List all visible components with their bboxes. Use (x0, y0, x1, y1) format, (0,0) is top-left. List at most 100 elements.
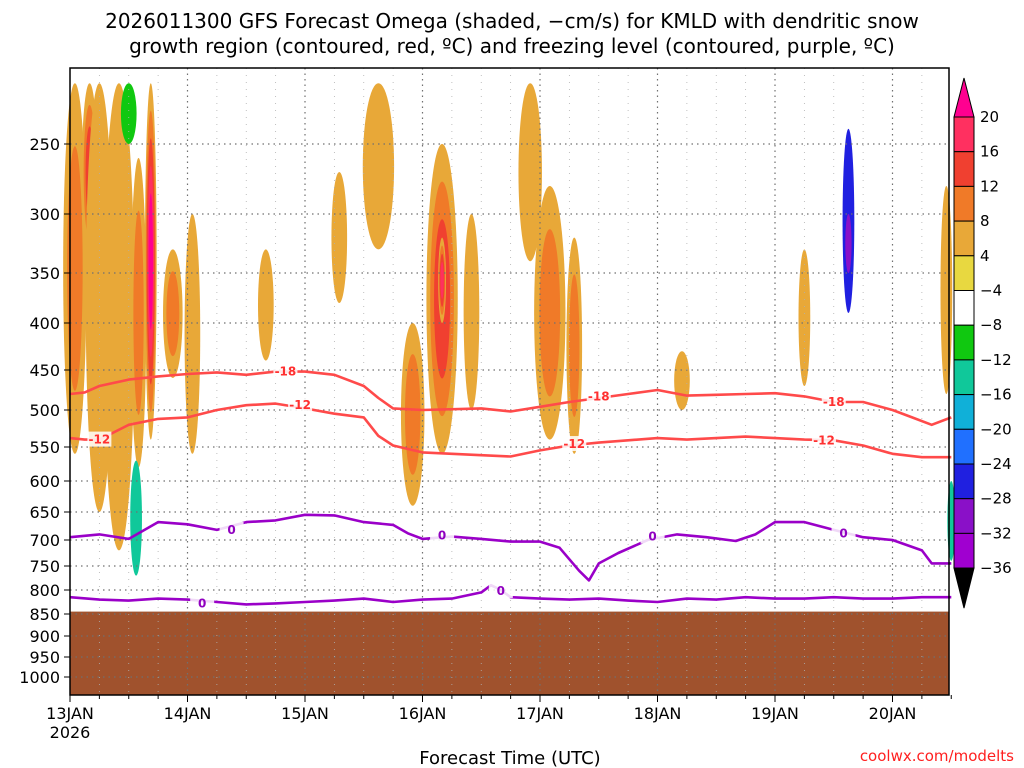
freezing-label-bg (190, 595, 215, 611)
omega-blob-17-level-1 (569, 274, 580, 418)
x-axis: 13JAN 14JAN 15JAN 16JAN 17JAN 18JAN 19JAN 20JAN (46, 695, 952, 723)
freezing-contour-label: 0 (497, 584, 505, 598)
contour-layer: -18 -18 -18 -12 -12 -12 -12 0 0 0 0 0 0 (69, 363, 952, 611)
y-tick-label-550: 550 (29, 438, 60, 457)
colorbar: 20 16 12 8 4 −4 −8 −12 −16 −20 −24 −28 −32 −36 (953, 77, 1012, 609)
omega-blob-9-level-0 (331, 172, 348, 303)
omega-blob-3-level-0 (103, 83, 135, 551)
y-axis: 250 300 350 400 450 500 550 600 650 700 750 800 850 9… (19, 135, 70, 687)
colorbar-segment-3 (953, 220, 975, 257)
colorbar-label-5: −4 (980, 282, 1002, 300)
colorbar-label-7: −12 (980, 351, 1012, 369)
colorbar-label-3: 8 (980, 212, 990, 230)
freezing-contour-label: 0 (839, 526, 847, 540)
colorbar-label-1: 16 (980, 143, 999, 161)
dgz-contour-label: -18 (275, 365, 297, 379)
y-tick-label-900: 900 (29, 627, 60, 646)
dgz-contour-label: -18 (588, 389, 610, 403)
colorbar-segment-11 (953, 498, 975, 534)
dgz-contour-label: -18 (823, 395, 845, 409)
chart-title-line1: 2026011300 GFS Forecast Omega (shaded, −… (105, 9, 919, 33)
x-tick-label-20JAN: 20JAN (869, 704, 917, 723)
omega-blob-19-level-0 (798, 249, 811, 386)
colorbar-label-6: −8 (980, 316, 1002, 334)
dgz-label-bg (562, 436, 587, 452)
omega-blob-10-level-0 (362, 83, 395, 250)
colorbar-segment-6 (953, 324, 975, 361)
dgz-label-bg (811, 432, 836, 448)
dgz-label-bg (821, 394, 846, 409)
y-tick-label-500: 500 (29, 401, 60, 420)
colorbar-top-arrow (953, 77, 975, 118)
freezing-contour-label: 0 (438, 529, 446, 543)
x-tick-label-16JAN: 16JAN (399, 704, 447, 723)
omega-blob-14-level-0 (463, 214, 480, 410)
omega-blob-0-level-1 (67, 146, 83, 391)
omega-blob-6-level-1 (166, 271, 180, 357)
freezing-contour-label: 0 (648, 530, 656, 544)
dgz-label-bg (87, 431, 112, 447)
freezing-label-bg (430, 527, 455, 543)
dgz-label-bg (586, 388, 611, 404)
freezing-label-bg (640, 528, 665, 544)
colorbar-segment-4 (953, 255, 975, 292)
omega-blob-16-level-1 (539, 229, 561, 397)
y-tick-label-1000: 1000 (19, 668, 60, 687)
dgz-contour-label: -12 (813, 433, 835, 447)
colorbar-bottom-arrow (953, 567, 975, 609)
omega-blob-8-level-0 (258, 249, 274, 361)
y-tick-label-350: 350 (29, 264, 60, 283)
dgz-contour-label: -12 (563, 437, 585, 451)
x-tick-label-15JAN: 15JAN (281, 704, 329, 723)
plot-frame (69, 67, 950, 696)
x-year-label: 2026 (50, 723, 91, 742)
colorbar-label-4: 4 (980, 247, 990, 265)
freezing-label-bg (831, 525, 856, 541)
dgz-contour-label: -12 (289, 398, 311, 412)
omega-blob-11-level-1 (404, 354, 421, 475)
colorbar-segment-9 (953, 428, 975, 465)
y-tick-label-650: 650 (29, 503, 60, 522)
ground-fill (70, 611, 949, 695)
x-tick-label-13JAN: 13JAN (46, 704, 94, 723)
omega-blob-20-level-0 (940, 186, 953, 394)
colorbar-label-11: −28 (980, 490, 1012, 508)
colorbar-segment-1 (953, 151, 975, 187)
omega-blob-18-level-0 (674, 351, 690, 410)
colorbar-segment-7 (953, 359, 975, 396)
y-tick-label-250: 250 (29, 135, 60, 154)
dgz-contour-label: -12 (89, 433, 111, 447)
colorbar-label-2: 12 (980, 177, 999, 195)
y-tick-label-850: 850 (29, 605, 60, 624)
neg-omega-blob-1 (130, 460, 142, 576)
y-tick-label-300: 300 (29, 205, 60, 224)
x-tick-label-18JAN: 18JAN (634, 704, 682, 723)
y-tick-label-800: 800 (29, 581, 60, 600)
colorbar-label-8: −16 (980, 386, 1012, 404)
x-tick-label-17JAN: 17JAN (516, 704, 564, 723)
freezing-label-bg (488, 582, 513, 598)
omega-blob-15-level-0 (518, 83, 542, 262)
neg-omega-blob-0 (120, 83, 137, 144)
x-tick-label-19JAN: 19JAN (751, 704, 799, 723)
colorbar-segment-10 (953, 463, 975, 500)
colorbar-segment-5 (953, 290, 975, 326)
colorbar-segment-8 (953, 394, 975, 430)
x-axis-label: Forecast Time (UTC) (419, 748, 600, 768)
colorbar-segment-2 (953, 185, 975, 222)
y-tick-label-450: 450 (29, 361, 60, 380)
chart-title-line2: growth region (contoured, red, ºC) and f… (129, 34, 895, 58)
omega-blob-7-level-0 (184, 214, 201, 454)
y-tick-label-700: 700 (29, 531, 60, 550)
colorbar-segment-12 (953, 532, 975, 569)
credit-text: coolwx.com/modelts (860, 747, 1014, 765)
dgz-contour-1 (69, 402, 952, 459)
y-tick-label-400: 400 (29, 314, 60, 333)
freezing-contour-label: 0 (227, 523, 235, 537)
colorbar-label-0: 20 (980, 108, 999, 126)
colorbar-label-9: −20 (980, 420, 1012, 438)
dgz-label-bg (273, 363, 298, 379)
dgz-label-bg (288, 397, 313, 413)
x-tick-label-14JAN: 14JAN (164, 704, 212, 723)
